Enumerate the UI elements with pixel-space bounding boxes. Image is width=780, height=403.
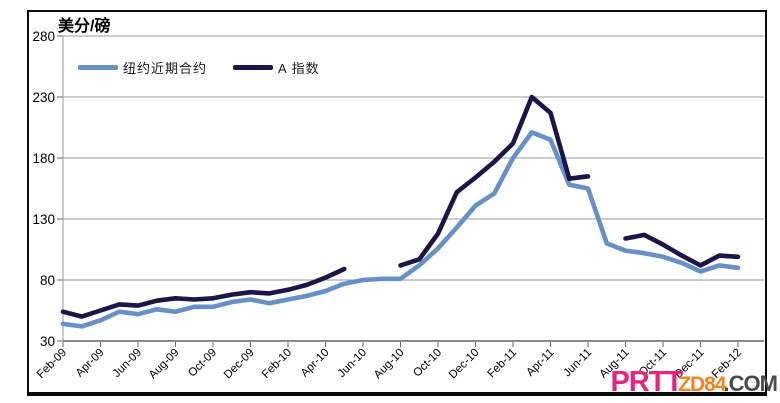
svg-text:Jun-11: Jun-11: [561, 347, 594, 380]
watermark: PRTTZD84.COM: [610, 366, 778, 398]
svg-text:Feb-11: Feb-11: [485, 347, 519, 381]
svg-text:Apr-11: Apr-11: [524, 347, 556, 379]
svg-text:Jun-10: Jun-10: [336, 347, 369, 380]
svg-text:Aug-10: Aug-10: [372, 347, 407, 382]
chart-legend: 纽约近期合约 A 指数: [78, 58, 320, 77]
svg-text:Jun-09: Jun-09: [111, 347, 144, 380]
svg-text:Dec-09: Dec-09: [222, 347, 257, 382]
svg-text:230: 230: [32, 90, 55, 105]
watermark-part-3: .COM: [723, 371, 778, 396]
legend-label-a-index: A 指数: [278, 61, 320, 76]
svg-text:Oct-10: Oct-10: [411, 347, 444, 380]
a-index-line-swatch: [233, 65, 274, 70]
legend-item-a-index: A 指数: [233, 58, 320, 77]
svg-text:30: 30: [40, 334, 55, 349]
svg-text:280: 280: [32, 29, 55, 44]
legend-label-ny-contract: 纽约近期合约: [123, 61, 208, 76]
chart-frame: [27, 10, 767, 396]
svg-text:Apr-09: Apr-09: [74, 347, 107, 380]
svg-text:80: 80: [40, 273, 55, 288]
svg-text:Apr-10: Apr-10: [299, 347, 332, 380]
svg-text:180: 180: [32, 151, 55, 166]
ny-contract-line-swatch: [78, 65, 118, 70]
legend-item-ny-contract: 纽约近期合约: [78, 58, 207, 77]
svg-text:Feb-09: Feb-09: [35, 347, 69, 381]
watermark-part-1: PRTT: [610, 366, 683, 398]
chart-title: 美分/磅: [58, 18, 111, 35]
svg-text:Dec-10: Dec-10: [447, 347, 482, 382]
svg-text:Oct-09: Oct-09: [186, 347, 219, 380]
watermark-part-2: ZD84: [678, 373, 726, 396]
svg-text:Feb-10: Feb-10: [260, 347, 294, 381]
svg-text:Aug-09: Aug-09: [147, 347, 182, 382]
svg-text:130: 130: [32, 212, 55, 227]
